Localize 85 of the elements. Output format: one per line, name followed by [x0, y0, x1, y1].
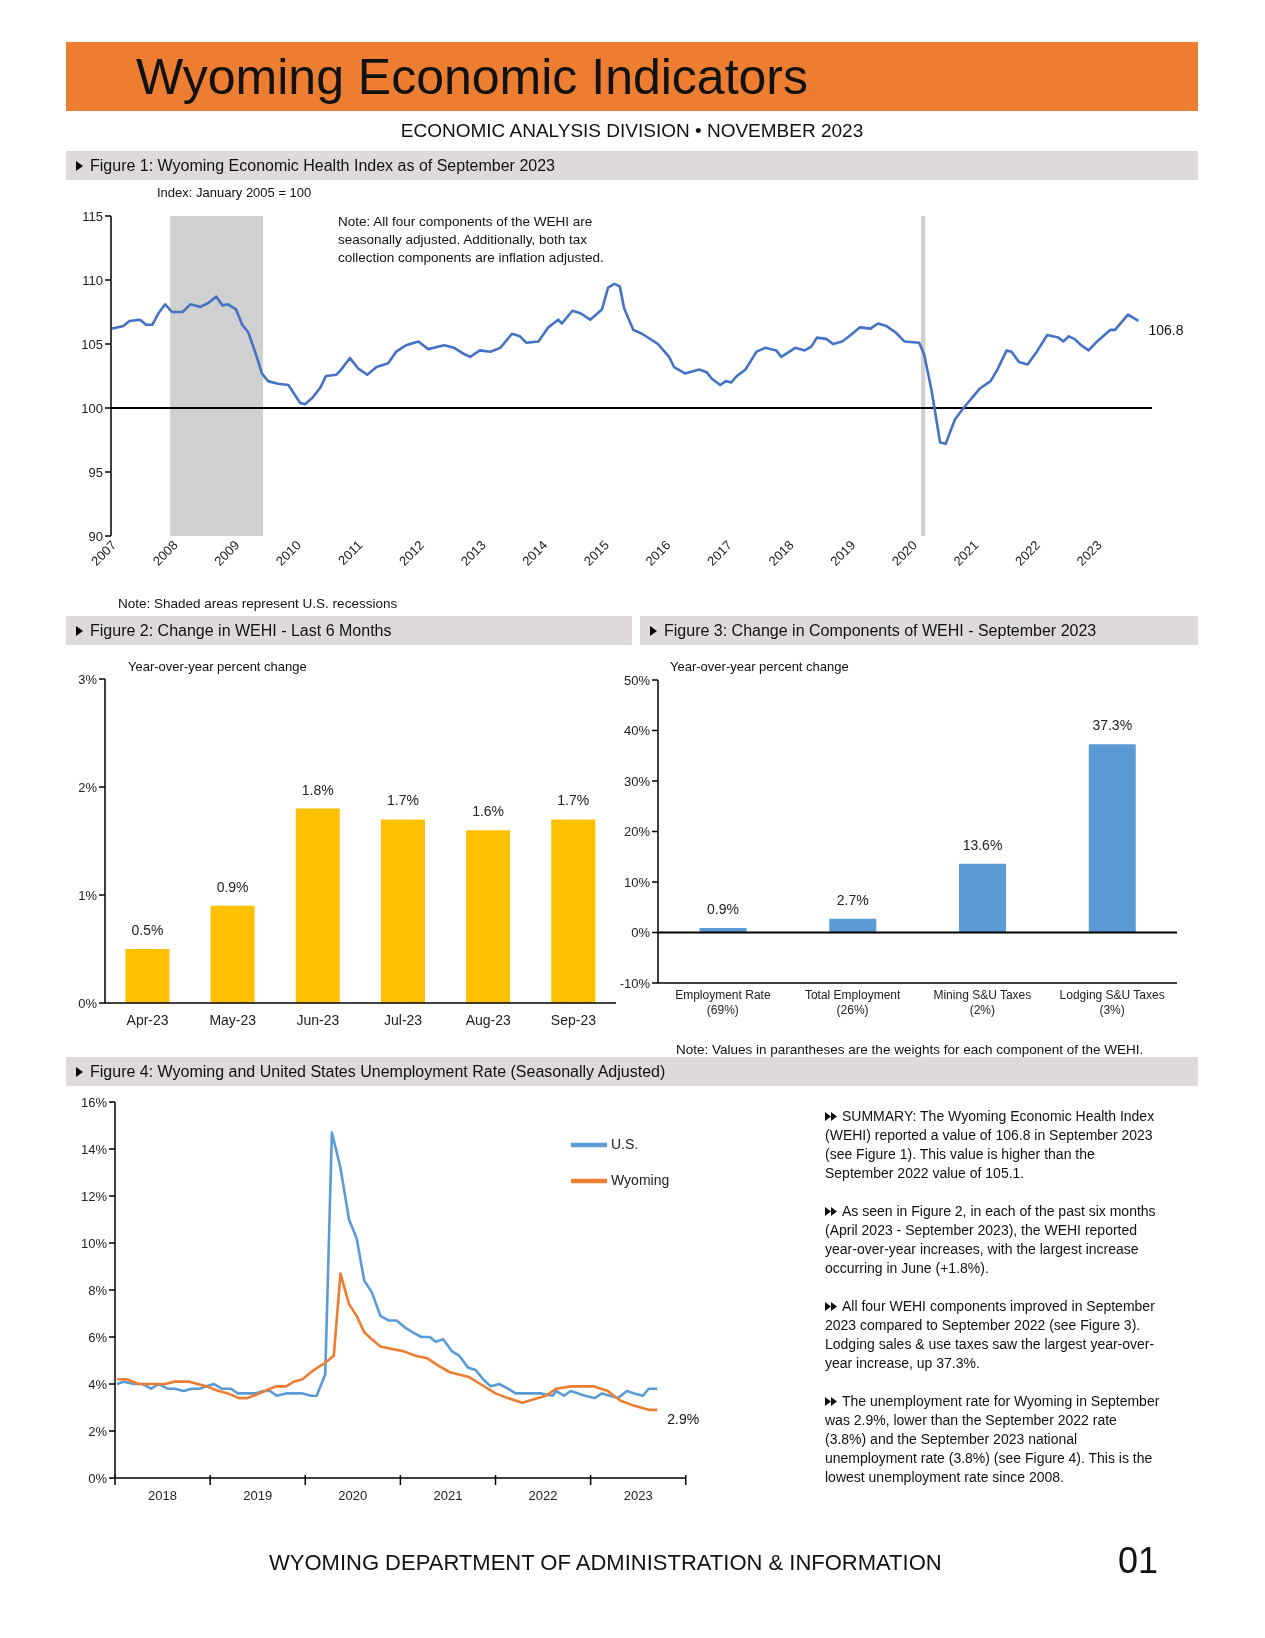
y-tick-label: 8%	[88, 1282, 108, 1298]
chart-title: Figure 1: Wyoming Economic Health Index as of September 2023	[90, 156, 555, 175]
x-tick-label: Apr-23	[126, 1012, 169, 1028]
x-tick-label: Aug-23	[465, 1012, 512, 1028]
x-tick-label: 2023	[623, 1488, 653, 1503]
text: Note: Values in parantheses are the weights for each component of the WEHI.	[676, 1041, 1145, 1059]
bar	[829, 918, 877, 933]
y-tick-label: 90	[88, 528, 103, 544]
data-label: 13.6%	[962, 836, 1003, 853]
chart-title: Figure 2: Change in WEHI - Last 6 Months	[90, 621, 392, 640]
y-tick-label: 100	[81, 400, 103, 416]
x-tick-label: Lodging S&U Taxes (3%)	[1059, 988, 1165, 1017]
y-tick-label: 10%	[623, 874, 651, 890]
y-tick-label: 6%	[88, 1329, 108, 1345]
y-tick-label: 3%	[78, 671, 98, 687]
y-tick-label: -10%	[619, 975, 651, 991]
data-label: 1.7%	[557, 792, 590, 809]
data-label: 0.5%	[131, 922, 164, 938]
x-tick-label: 2022	[528, 1488, 558, 1503]
text: As seen in Figure 2, in each of the past six months (April 2023 - September 2023), the WEHI reported year-over-year increases, with the largest increase occurring in June (+1.8%).	[825, 1202, 1157, 1278]
y-tick-label: 40%	[623, 723, 651, 739]
y-tick-label: 0%	[631, 925, 651, 941]
chart-title: Figure 4: Wyoming and United States Unemployment Rate (Seasonally Adjusted)	[90, 1062, 666, 1081]
bar	[466, 830, 511, 1003]
text: Note: Shaded areas represent U.S. recessions	[118, 595, 399, 613]
data-label: 1.6%	[472, 803, 505, 820]
line-series	[111, 282, 1140, 446]
y-tick-label: 0%	[78, 995, 98, 1011]
y-tick-label: 20%	[623, 824, 651, 840]
data-label: 2.7%	[836, 891, 869, 908]
x-tick-label: 2018	[148, 1488, 178, 1503]
y-tick-label: 16%	[80, 1094, 108, 1110]
y-tick-label: 4%	[88, 1376, 108, 1392]
y-axis-title: Year-over-year percent change	[670, 659, 849, 674]
chart-title: Figure 3: Change in Components of WEHI - September 2023	[664, 621, 1097, 640]
y-tick-label: 30%	[623, 773, 651, 789]
text: WYOMING DEPARTMENT OF ADMINISTRATION & INFORMATION	[269, 1550, 942, 1576]
bar	[380, 819, 425, 1003]
legend-label: U.S.	[611, 1135, 639, 1152]
x-tick-label: Jul-23	[384, 1012, 423, 1028]
bar	[959, 863, 1007, 933]
y-tick-label: 1%	[78, 887, 98, 903]
x-tick-label: Total Employment (26%)	[804, 988, 901, 1017]
data-label: 1.8%	[301, 781, 334, 798]
text: All four WEHI components improved in September 2023 compared to September 2022 (see Figure 3). Lodging sales & use taxes saw the largest year-over-year increase, up 37.3%.	[825, 1297, 1156, 1373]
bar	[1088, 744, 1136, 933]
data-label: 0.9%	[216, 878, 249, 895]
bar	[210, 905, 255, 1003]
line-series	[115, 1272, 659, 1412]
annotation: 2.9%	[667, 1410, 700, 1427]
y-axis-title: Year-over-year percent change	[128, 659, 307, 674]
data-label: 0.9%	[707, 900, 739, 917]
annotation: Note: All four components of the WEHI are seasonally adjusted. Additionally, both tax collection components are inflation adjusted.	[338, 213, 605, 267]
x-tick-label: Employment Rate (69%)	[675, 988, 771, 1017]
x-tick-label: Jun-23	[296, 1012, 340, 1028]
y-tick-label: 115	[82, 208, 103, 224]
annotation: 106.8	[1148, 321, 1184, 338]
data-label: 1.7%	[386, 792, 419, 809]
text: 01	[1118, 1540, 1159, 1582]
y-tick-label: 95	[88, 464, 103, 480]
data-label: 37.3%	[1092, 717, 1133, 734]
x-tick-label: May-23	[209, 1012, 257, 1028]
x-tick-label: Sep-23	[550, 1012, 597, 1028]
legend-label: Wyoming	[611, 1171, 670, 1188]
y-tick-label: 105	[81, 336, 103, 352]
bar	[551, 819, 596, 1003]
text: Wyoming Economic Indicators	[136, 47, 809, 106]
y-tick-label: 12%	[80, 1188, 108, 1204]
y-tick-label: 10%	[80, 1235, 108, 1251]
y-tick-label: 2%	[88, 1423, 108, 1439]
y-tick-label: 2%	[78, 779, 98, 795]
y-tick-label: 0%	[88, 1470, 108, 1486]
x-tick-label: 2020	[338, 1488, 368, 1503]
y-axis-title: Index: January 2005 = 100	[157, 185, 312, 200]
text: The unemployment rate for Wyoming in September was 2.9%, lower than the September 2022 rate (3.8%) and the September 2023 national unemployment rate (3.8%) (see Figure 4). This is the lowest unemployment rate since 2008.	[825, 1392, 1160, 1487]
x-tick-label: Mining S&U Taxes (2%)	[933, 988, 1032, 1017]
y-tick-label: 110	[82, 272, 103, 288]
text: ECONOMIC ANALYSIS DIVISION • NOVEMBER 2023	[399, 120, 865, 142]
text: SUMMARY: The Wyoming Economic Health Index (WEHI) reported a value of 106.8 in September 2023 (see Figure 1). This value is higher than the September 2022 value of 105.1.	[825, 1107, 1156, 1183]
bar	[125, 949, 170, 1003]
x-tick-label: 2019	[243, 1488, 273, 1503]
bar	[295, 808, 340, 1003]
x-tick-label: 2021	[433, 1488, 463, 1503]
y-tick-label: 14%	[80, 1141, 108, 1157]
y-tick-label: 50%	[623, 672, 651, 688]
